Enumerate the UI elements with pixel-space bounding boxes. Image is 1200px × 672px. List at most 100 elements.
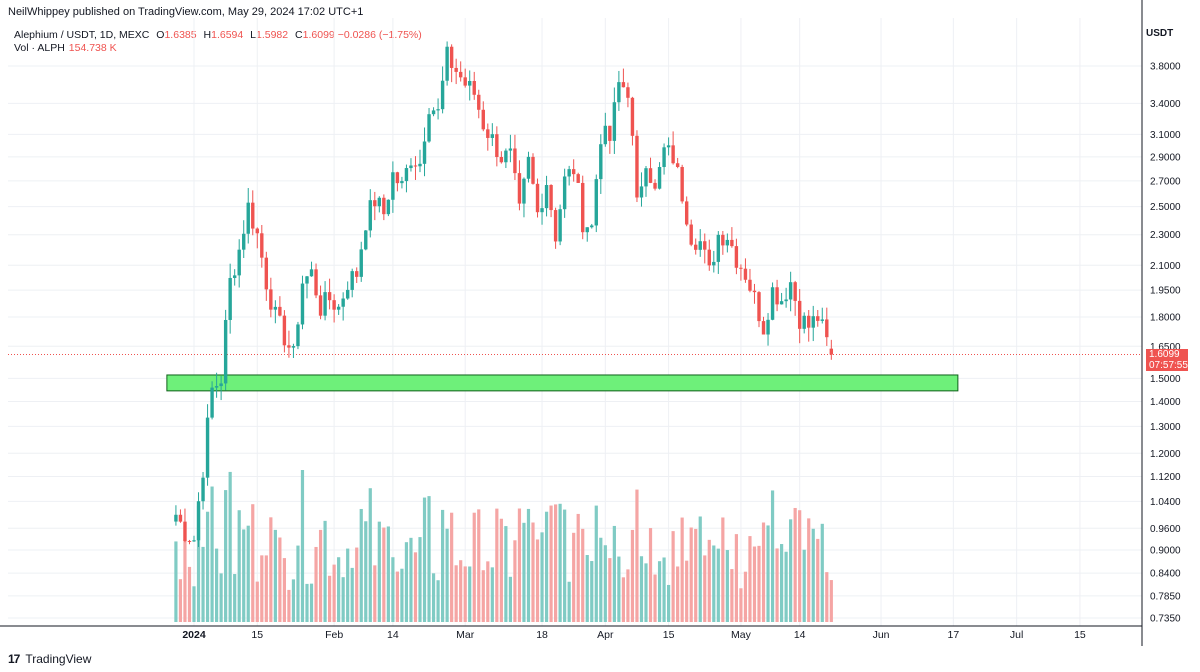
candle-body [296, 324, 300, 347]
volume-bar [621, 577, 625, 622]
candle-body [549, 184, 553, 211]
candle-body [653, 182, 657, 189]
volume-bar [816, 538, 820, 622]
candle-body [395, 172, 400, 184]
volume-bar [314, 546, 318, 622]
candle-body [327, 292, 332, 301]
candle-body [648, 168, 653, 183]
volume-bar [395, 571, 399, 622]
volume-bar [454, 565, 458, 622]
symbol-label[interactable]: Alephium / USDT, 1D, MEXC [14, 29, 150, 41]
volume-bar [563, 509, 567, 622]
volume-bar [468, 566, 472, 622]
volume-bar [793, 507, 797, 622]
candle-body [201, 477, 205, 502]
currency-label[interactable]: USDT [1146, 28, 1174, 39]
volume-label[interactable]: Vol · ALPH [14, 42, 65, 54]
y-tick-label: 1.6500 [1150, 342, 1181, 353]
high-value: 1.6594 [211, 29, 244, 41]
volume-bar [495, 508, 499, 622]
x-tick-label: Mar [456, 629, 475, 641]
candle-body [567, 169, 571, 177]
candle-body [323, 292, 327, 316]
volume-bar [825, 572, 829, 622]
volume-bar [205, 511, 210, 622]
close-value: 1.6099 [302, 29, 335, 41]
candle-body [721, 234, 725, 246]
candle-body [788, 282, 793, 300]
candle-body [585, 227, 589, 233]
candle-body [829, 348, 834, 355]
candle-body [300, 283, 305, 325]
volume-bar [413, 552, 418, 622]
volume-bar [572, 532, 576, 622]
candle-body [508, 148, 513, 151]
y-tick-label: 0.8400 [1150, 569, 1181, 580]
volume-bar [504, 526, 508, 622]
volume-bar [242, 529, 246, 622]
candle-body [192, 540, 196, 542]
candle-body [784, 299, 788, 302]
candle-body [214, 386, 219, 388]
footer-brand[interactable]: TradingView [25, 652, 92, 666]
volume-bar [228, 471, 232, 622]
candle-body [481, 109, 485, 130]
volume-bar [689, 527, 693, 622]
volume-bar [237, 510, 241, 622]
volume-bar [535, 539, 540, 622]
volume-bar [667, 584, 671, 622]
close-label: C [295, 29, 303, 41]
candle-body [205, 417, 210, 478]
candle-body [477, 94, 481, 110]
last-price-tag: 1.6099 07:57:55 [1146, 349, 1188, 371]
volume-bar [698, 516, 702, 622]
volume-bar [789, 519, 793, 622]
y-tick-label: 1.1200 [1150, 472, 1181, 483]
volume-bar [282, 558, 286, 622]
candle-body [183, 521, 187, 541]
candle-body [400, 181, 404, 184]
volume-bar [775, 548, 779, 622]
candle-body [730, 239, 734, 247]
candle-body [662, 147, 666, 168]
x-tick-label: Feb [325, 629, 343, 641]
y-tick-label: 0.9600 [1150, 524, 1181, 535]
candle-countdown: 07:57:55 [1149, 360, 1188, 371]
candle-body [553, 210, 558, 242]
candle-body [590, 225, 594, 228]
volume-bar [657, 561, 662, 622]
volume-bar [594, 505, 598, 622]
volume-bar [364, 521, 368, 622]
candle-body [463, 77, 467, 86]
volume-bar [721, 517, 725, 622]
volume-bar [486, 561, 490, 622]
candle-body [734, 246, 739, 268]
candle-body [811, 316, 815, 328]
candle-body [318, 295, 323, 316]
volume-bar [178, 579, 183, 622]
tradingview-logo-icon[interactable]: 17 [8, 652, 20, 666]
y-tick-label: 1.3000 [1150, 422, 1181, 433]
volume-bar [441, 509, 445, 622]
candle-body [797, 300, 802, 329]
candle-body [332, 300, 336, 310]
volume-bar [603, 545, 607, 622]
volume-bar [558, 503, 562, 622]
volume-bar [707, 539, 711, 622]
y-tick-label: 1.0400 [1150, 497, 1181, 508]
volume-bar [359, 508, 363, 622]
volume-bar [567, 581, 571, 622]
candle-body [445, 46, 449, 81]
volume-bar [323, 520, 327, 622]
y-tick-label: 3.4000 [1150, 99, 1181, 110]
candle-body [802, 315, 806, 329]
volume-bar [490, 567, 494, 622]
volume-bar [246, 525, 250, 622]
volume-bar [757, 545, 761, 622]
high-label: H [203, 29, 212, 41]
volume-bar [581, 528, 585, 622]
candle-body [418, 163, 422, 167]
volume-bar [694, 528, 698, 622]
volume-bar [341, 577, 345, 622]
